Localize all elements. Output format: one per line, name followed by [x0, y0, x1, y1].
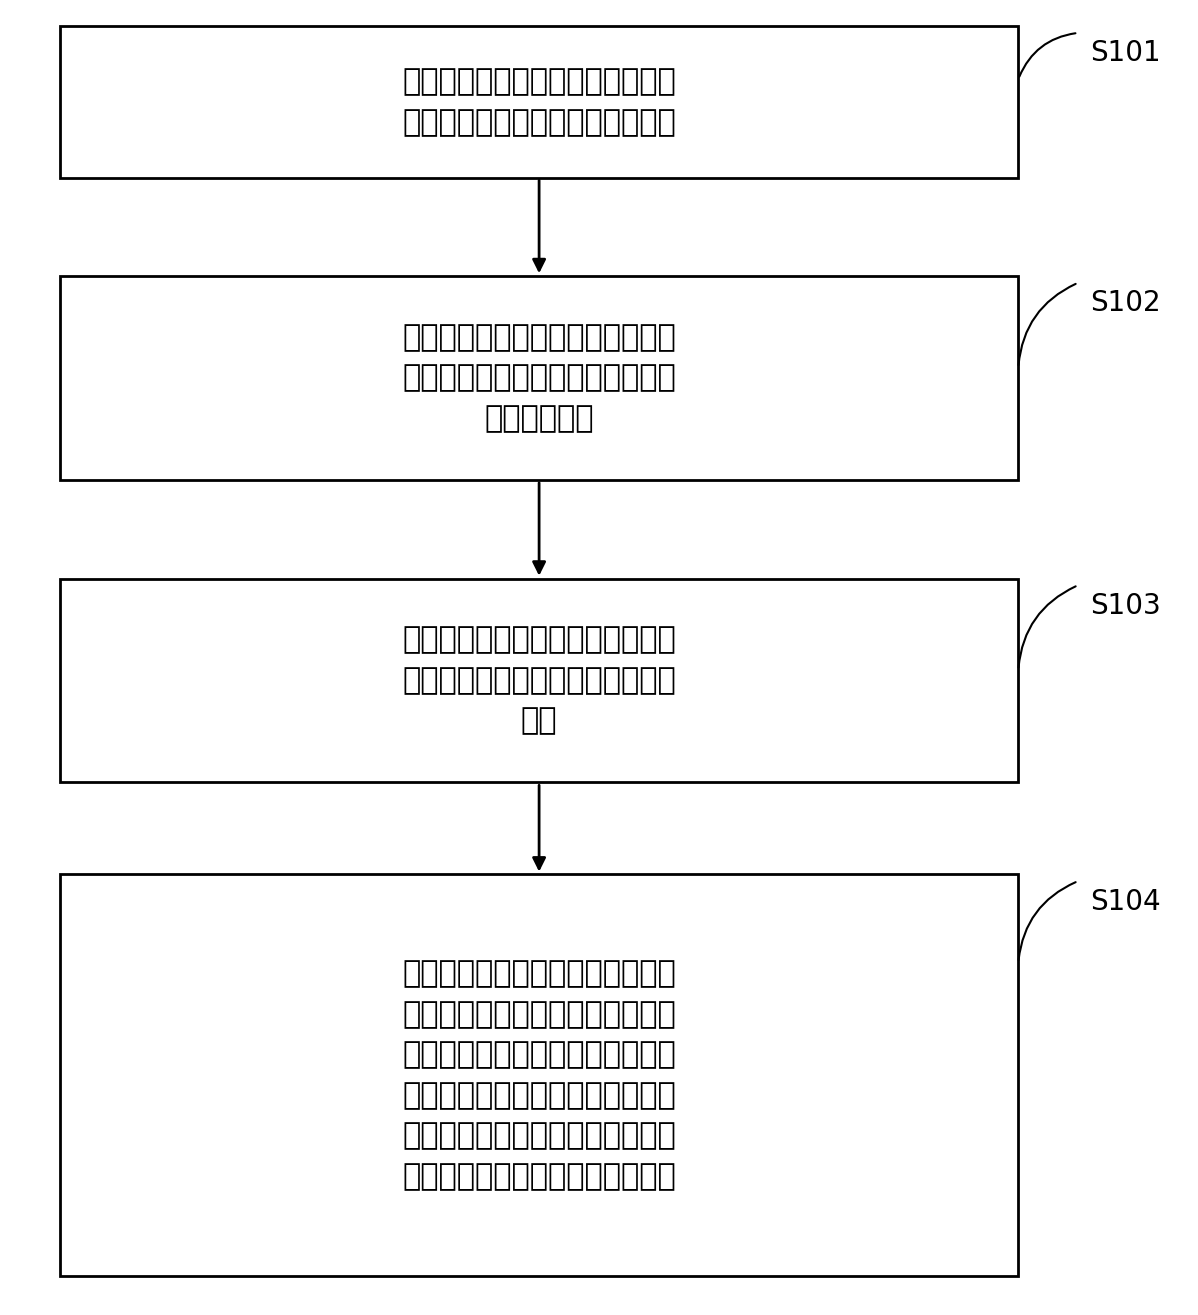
Text: S104: S104 [1090, 888, 1161, 915]
Text: S103: S103 [1090, 592, 1161, 619]
Bar [60, 874, 1018, 1276]
Text: 根据基座的原始温度和基座加热的
目标温度，获得目标温度与原始温
度的总温度差: 根据基座的原始温度和基座加热的 目标温度，获得目标温度与原始温 度的总温度差 [403, 323, 676, 433]
Bar [60, 579, 1018, 782]
Bar [60, 26, 1018, 178]
Text: 提供具有电阻丝的等离子体化学气
相沉积基座和基座加热的目标温度: 提供具有电阻丝的等离子体化学气 相沉积基座和基座加热的目标温度 [403, 67, 676, 137]
Bar [60, 276, 1018, 480]
Text: 根据总温度差决定设定温度梯度的
个数以及各温度梯度内温度的数值
范围: 根据总温度差决定设定温度梯度的 个数以及各温度梯度内温度的数值 范围 [403, 626, 676, 735]
Text: S101: S101 [1090, 39, 1161, 67]
Text: S102: S102 [1090, 289, 1161, 317]
Text: 按照设定的温度梯度，对电阻丝加
热使基座依次按照各温度梯度内温
度的数值范围升温，其中，对最后
一个温度梯度的升温参数进行控制
，使得基座温度在达到目标温度后
: 按照设定的温度梯度，对电阻丝加 热使基座依次按照各温度梯度内温 度的数值范围升温… [403, 959, 676, 1191]
